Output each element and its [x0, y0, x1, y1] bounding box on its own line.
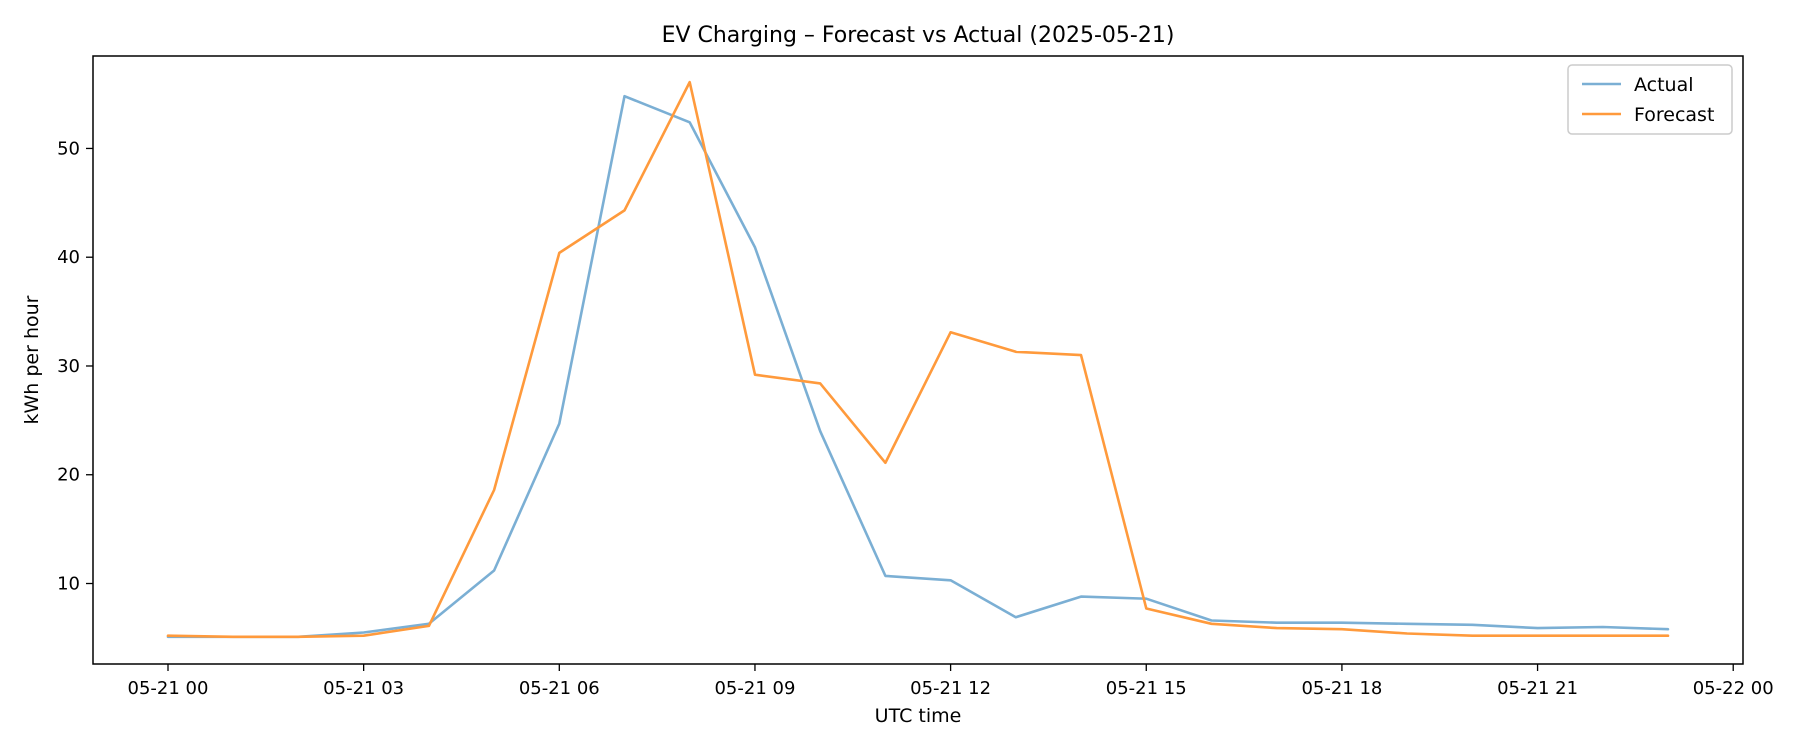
x-tick-label: 05-21 06	[519, 678, 600, 699]
legend: Actual Forecast	[1567, 64, 1733, 135]
x-axis-label: UTC time	[875, 705, 962, 727]
y-tick-label: 30	[57, 356, 80, 377]
x-tick-label: 05-21 21	[1497, 678, 1578, 699]
plot-area	[92, 55, 1744, 665]
series-line-forecast	[166, 80, 1670, 639]
plot-frame	[92, 55, 1744, 665]
series-line-actual	[166, 94, 1670, 639]
x-tick-label: 05-21 18	[1301, 678, 1382, 699]
x-tick-label: 05-21 00	[128, 678, 209, 699]
y-tick-label: 40	[57, 247, 80, 268]
x-tick-label: 05-21 09	[714, 678, 795, 699]
legend-label-actual: Actual	[1634, 74, 1694, 96]
chart-title: EV Charging – Forecast vs Actual (2025-0…	[662, 23, 1175, 48]
y-tick-label: 50	[57, 138, 80, 159]
y-tick-label: 20	[57, 465, 80, 486]
x-tick-label: 05-21 12	[910, 678, 991, 699]
y-tick-label: 10	[57, 574, 80, 595]
series-layer	[166, 80, 1670, 639]
x-axis: 05-21 00 05-21 03 05-21 06 05-21 09 05-21 12…	[128, 664, 1774, 699]
x-tick-label: 05-21 15	[1106, 678, 1187, 699]
y-axis-label: kWh per hour	[21, 295, 43, 424]
x-tick-label: 05-22 00	[1693, 678, 1774, 699]
legend-label-forecast: Forecast	[1634, 104, 1714, 126]
x-tick-label: 05-21 03	[323, 678, 404, 699]
y-axis: 10 20 30 40 50	[57, 138, 93, 595]
legend-box	[1567, 64, 1733, 135]
